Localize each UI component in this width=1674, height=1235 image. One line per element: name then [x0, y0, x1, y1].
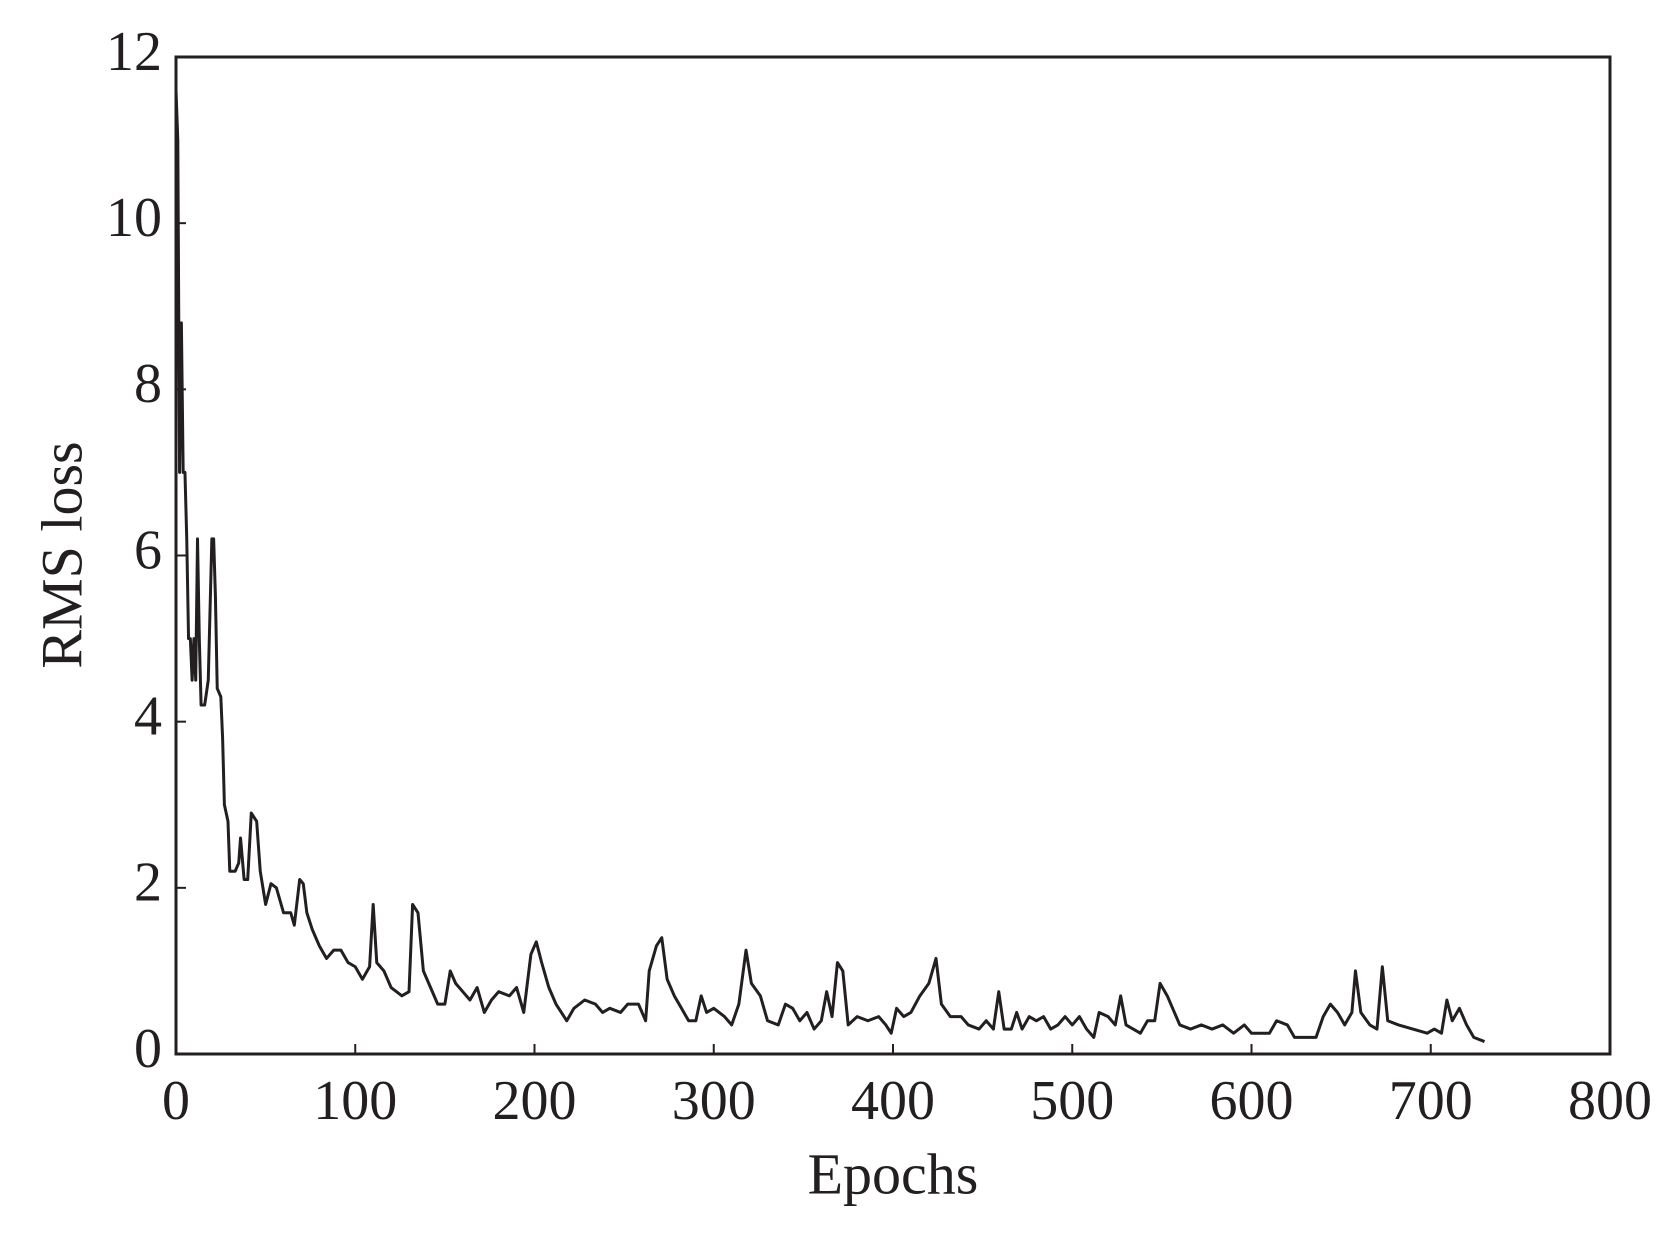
x-tick-label: 500: [1030, 1070, 1114, 1132]
loss-line: [174, 90, 1486, 1043]
y-tick-label: 2: [134, 852, 162, 914]
x-tick-label: 700: [1389, 1070, 1473, 1132]
x-tick-label: 0: [162, 1070, 190, 1132]
y-tick-label: 6: [134, 519, 162, 581]
x-tick-label: 800: [1568, 1070, 1652, 1132]
x-tick-label: 400: [851, 1070, 935, 1132]
y-tick-label: 4: [134, 686, 162, 748]
x-tick-label: 200: [493, 1070, 577, 1132]
x-tick-label: 300: [672, 1070, 756, 1132]
y-tick-label: 10: [106, 187, 162, 249]
x-axis-label: Epochs: [808, 1141, 979, 1206]
x-tick-label: 100: [313, 1070, 397, 1132]
y-axis-label: RMS loss: [29, 441, 94, 668]
y-tick-label: 8: [134, 353, 162, 415]
y-tick-label: 12: [106, 21, 162, 83]
y-tick-label: 0: [134, 1018, 162, 1080]
plot-frame: [174, 55, 1612, 1056]
x-tick-label: 600: [1210, 1070, 1294, 1132]
